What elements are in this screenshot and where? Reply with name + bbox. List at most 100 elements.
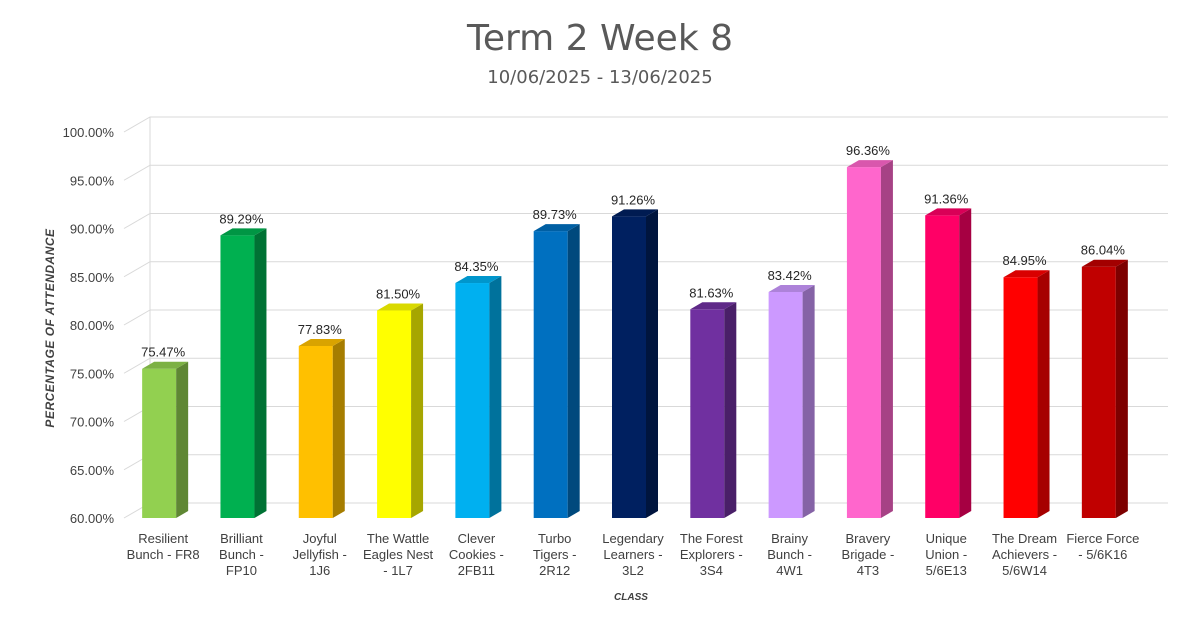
bar-top — [612, 209, 658, 217]
category-label: Bravery Brigade -4T3 — [842, 531, 895, 578]
bar-side — [489, 276, 502, 518]
bar — [377, 303, 424, 518]
bar-front — [298, 345, 333, 518]
bar-side — [254, 228, 267, 518]
bar-top — [377, 303, 424, 311]
gridline — [123, 164, 1168, 181]
bar — [142, 361, 189, 518]
bar — [298, 338, 345, 518]
bar-top — [220, 228, 267, 236]
bar-side — [724, 302, 737, 518]
bar-top — [1003, 270, 1050, 278]
y-tick-label: 85.00% — [70, 270, 115, 285]
bar-top — [690, 302, 737, 310]
data-label: 84.95% — [1002, 253, 1047, 268]
data-label: 75.47% — [141, 345, 186, 360]
bar-front — [846, 167, 881, 518]
bar-front — [377, 310, 412, 518]
y-tick-label: 90.00% — [70, 222, 115, 237]
category-label: Turbo Tigers -2R12 — [533, 531, 577, 578]
y-tick-label: 60.00% — [70, 511, 115, 526]
data-labels: 75.47% 89.29% 77.83% 81.50% 84.35% 89.73% 91.2… — [141, 143, 1125, 360]
bar — [1003, 270, 1050, 518]
data-label: 81.50% — [376, 287, 421, 302]
bar-side — [1115, 259, 1128, 518]
bar-side — [1037, 270, 1050, 518]
bar-side — [959, 208, 972, 518]
category-label: Resilient Bunch - FR8 — [127, 531, 200, 562]
data-label: 96.36% — [846, 143, 891, 158]
data-label: 91.36% — [924, 191, 969, 206]
bar-front — [1081, 266, 1116, 518]
y-tick-label: 70.00% — [70, 415, 115, 430]
chart-title: Term 2 Week 8 — [466, 18, 733, 59]
bar-front — [220, 235, 255, 518]
data-label: 84.35% — [454, 259, 499, 274]
data-label: 83.42% — [768, 268, 813, 283]
bar-top — [768, 284, 815, 292]
category-label: The Forest Explorers -3S4 — [680, 531, 743, 578]
data-label: 91.26% — [611, 192, 656, 207]
y-tick-labels: 60.00% 65.00% 70.00% 75.00% 80.00% 85.00% 90.0… — [63, 125, 115, 526]
y-tick-label: 75.00% — [70, 366, 115, 381]
category-label: Unique Union -5/6E13 — [925, 531, 967, 578]
bar-front — [768, 291, 803, 518]
y-axis-label: PERCENTAGE OF ATTENDANCE — [43, 228, 57, 428]
bar-front — [690, 309, 725, 518]
gridlines — [123, 116, 1168, 519]
bar-side — [646, 209, 658, 518]
bar-front — [455, 283, 490, 518]
data-label: 81.63% — [689, 285, 734, 300]
bar-front — [142, 368, 177, 518]
category-label: The Wattle Eagles Nest - 1L7 — [363, 531, 433, 578]
bar-top — [142, 361, 189, 369]
bar-front — [612, 216, 646, 518]
category-label: Joyful Jellyfish -1J6 — [293, 531, 347, 578]
bar — [455, 276, 502, 518]
bar-top — [1081, 259, 1128, 267]
bar — [1081, 259, 1128, 518]
data-label: 89.73% — [533, 207, 578, 222]
bar — [220, 228, 267, 518]
bar-side — [332, 338, 345, 518]
chart-subtitle: 10/06/2025 - 13/06/2025 — [487, 67, 712, 88]
bar — [925, 208, 972, 518]
category-label: Brainy Bunch -4W1 — [767, 531, 812, 578]
bar-front — [925, 215, 960, 518]
bar-top — [925, 208, 972, 216]
category-label: The Dream Achievers -5/6W14 — [992, 531, 1057, 578]
bar-top — [533, 224, 580, 232]
bar-top — [298, 338, 345, 346]
bar-front — [533, 231, 568, 518]
y-tick-label: 95.00% — [70, 173, 115, 188]
bar — [690, 302, 737, 518]
category-labels: Resilient Bunch - FR8 Brilliant Bunch -FP10… — [127, 531, 1140, 578]
category-label: Fierce Force - 5/6K16 — [1066, 531, 1139, 562]
data-label: 77.83% — [298, 322, 343, 337]
bar-side — [411, 303, 424, 518]
bar — [768, 284, 815, 518]
bar — [846, 160, 893, 518]
data-label: 89.29% — [219, 211, 264, 226]
bar-top — [846, 160, 893, 168]
bar — [612, 209, 658, 518]
category-label: Clever Cookies -2FB11 — [449, 531, 504, 578]
gridline — [123, 116, 1168, 133]
bar-side — [802, 284, 815, 518]
bar-front — [1003, 277, 1038, 518]
x-axis-label: CLASS — [614, 592, 648, 603]
bar-side — [880, 160, 893, 518]
bar-side — [176, 361, 189, 518]
y-tick-label: 100.00% — [63, 125, 115, 140]
bar-top — [455, 276, 502, 284]
y-tick-label: 80.00% — [70, 318, 115, 333]
bar — [533, 224, 580, 518]
category-label: Legendary Learners -3L2 — [602, 531, 664, 578]
bars — [142, 160, 1128, 518]
category-label: Brilliant Bunch -FP10 — [219, 531, 264, 578]
data-label: 86.04% — [1081, 243, 1126, 258]
y-tick-label: 65.00% — [70, 463, 115, 478]
bar-side — [567, 224, 580, 518]
